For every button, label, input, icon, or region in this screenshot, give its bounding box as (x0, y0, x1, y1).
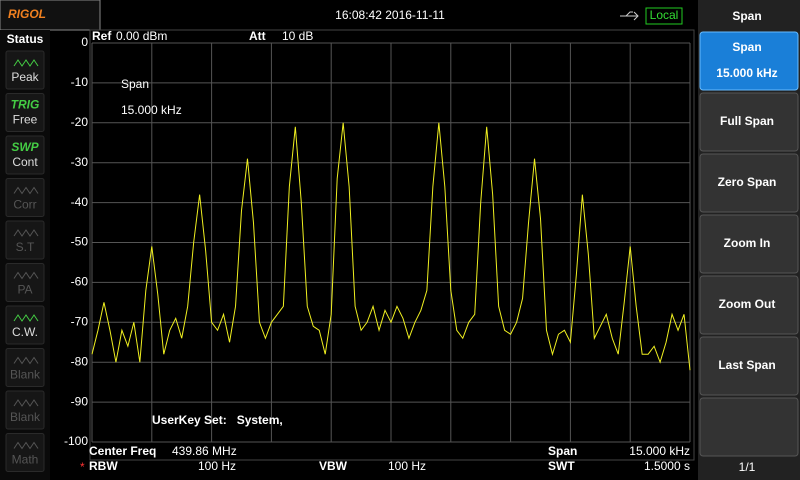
note: UserKey Set: System, (152, 413, 283, 427)
status-icon (13, 356, 39, 365)
status-tag: TRIG (11, 98, 40, 112)
setting-marker: * (80, 460, 85, 474)
local-box (645, 7, 683, 25)
menu-button-label[interactable]: Zero Span (718, 175, 777, 189)
logo: RIGOL (8, 7, 46, 21)
y-tick-label: -90 (71, 394, 89, 408)
status-icon (13, 186, 39, 195)
trace (91, 122, 691, 371)
status-icon (13, 314, 39, 322)
setting-label: VBW (319, 459, 348, 473)
plot-frame (89, 29, 695, 461)
status-label: Math (12, 453, 39, 467)
menu-button-value[interactable]: 15.000 kHz (716, 66, 777, 80)
menu-button-label[interactable]: Last Span (718, 358, 775, 372)
menu-title: Span (732, 9, 761, 23)
usb-icon (620, 11, 639, 21)
menu-button[interactable] (699, 214, 799, 274)
y-tick-label: -80 (71, 354, 89, 368)
empty-button (699, 397, 799, 457)
status-label: Corr (13, 198, 36, 212)
y-tick-label: -30 (71, 155, 89, 169)
status-label: Blank (10, 368, 41, 382)
y-tick-label: -50 (71, 235, 89, 249)
menu-button-label[interactable]: Zoom In (724, 236, 771, 250)
ref-value: 0.00 dBm (116, 29, 167, 43)
status-icon (13, 399, 39, 407)
mode: Local (650, 8, 679, 22)
status-label: S.T (16, 240, 35, 254)
menu-button[interactable] (699, 153, 799, 213)
status-label: C.W. (12, 325, 38, 339)
datetime: 16:08:42 2016-11-11 (335, 8, 445, 22)
menu-button[interactable] (699, 336, 799, 396)
status-label: PA (17, 283, 32, 297)
setting-value: 1.5000 s (644, 459, 690, 473)
status-tag: SWP (11, 140, 39, 154)
y-tick-label: -10 (71, 75, 89, 89)
att-label: Att (249, 29, 266, 43)
y-tick-label: -60 (71, 275, 89, 289)
setting-label: Center Freq (89, 444, 156, 458)
menu-button[interactable] (699, 275, 799, 335)
menu-button-label[interactable]: Zoom Out (719, 297, 776, 311)
menu-button[interactable] (699, 31, 799, 91)
status-icon (13, 229, 39, 237)
setting-label: Span (548, 444, 577, 458)
menu-button-label[interactable]: Full Span (720, 114, 774, 128)
logo-box (0, 0, 101, 31)
att-value: 10 dB (282, 29, 313, 43)
status-label: Free (13, 113, 38, 127)
menu-page: 1/1 (739, 460, 756, 474)
setting-value: 100 Hz (198, 459, 236, 473)
setting-value: 439.86 MHz (172, 444, 237, 458)
status-icon (13, 59, 39, 67)
menu-button[interactable] (699, 92, 799, 152)
y-tick-label: -40 (71, 195, 89, 209)
status-icon (13, 441, 39, 450)
setting-label: RBW (89, 459, 118, 473)
y-tick-label: 0 (81, 35, 88, 49)
setting-value: 100 Hz (388, 459, 426, 473)
menu-button-label[interactable]: Span (732, 40, 761, 54)
annotation: Span (121, 77, 149, 91)
y-tick-label: -20 (71, 115, 89, 129)
annotation: 15.000 kHz (121, 103, 182, 117)
y-tick-label: -70 (71, 314, 89, 328)
status-item (5, 93, 45, 132)
status-title: Status (7, 32, 44, 46)
setting-label: SWT (548, 459, 575, 473)
y-tick-label: -100 (64, 434, 88, 448)
ref-label: Ref (92, 29, 112, 43)
status-label: Blank (10, 410, 41, 424)
status-label: Peak (11, 70, 39, 84)
status-label: Cont (12, 155, 38, 169)
status-icon (13, 271, 39, 280)
setting-value: 15.000 kHz (629, 444, 690, 458)
status-item (5, 135, 45, 175)
